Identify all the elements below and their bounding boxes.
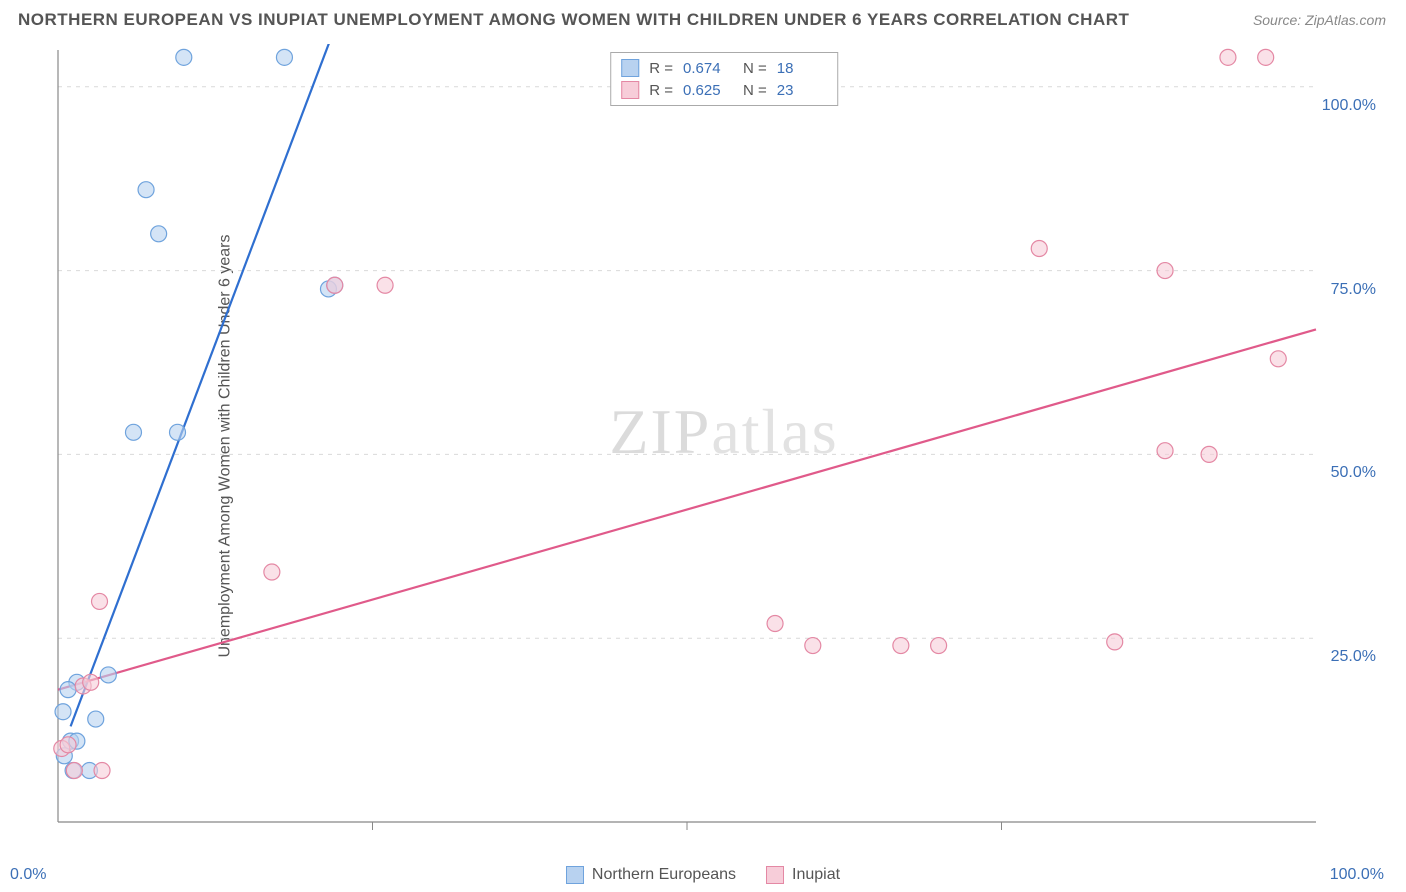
r-label: R = [649,82,673,99]
y-tick-label: 50.0% [1331,464,1376,482]
swatch-icon [566,866,584,884]
chart-area: ZIPatlas R = 0.674 N = 18 R = 0.625 N = … [52,44,1396,852]
series-label: Northern Europeans [592,866,736,884]
source-label: Source: ZipAtlas.com [1253,12,1386,28]
y-tick-label: 75.0% [1331,281,1376,299]
watermark: ZIPatlas [609,395,838,469]
n-value: 18 [777,60,827,77]
swatch-icon [621,81,639,99]
swatch-icon [766,866,784,884]
n-label: N = [743,82,767,99]
y-tick-label: 100.0% [1322,97,1376,115]
n-value: 23 [777,82,827,99]
legend-item-inupiat: Inupiat [766,866,840,884]
legend-item-northern: Northern Europeans [566,866,736,884]
r-label: R = [649,60,673,77]
series-label: Inupiat [792,866,840,884]
legend-row-northern: R = 0.674 N = 18 [621,57,827,79]
y-tick-label: 25.0% [1331,648,1376,666]
correlation-legend: R = 0.674 N = 18 R = 0.625 N = 23 [610,52,838,106]
swatch-icon [621,59,639,77]
chart-title: NORTHERN EUROPEAN VS INUPIAT UNEMPLOYMEN… [18,10,1129,30]
r-value: 0.674 [683,60,733,77]
series-legend: Northern Europeans Inupiat [0,866,1406,884]
n-label: N = [743,60,767,77]
legend-row-inupiat: R = 0.625 N = 23 [621,79,827,101]
r-value: 0.625 [683,82,733,99]
